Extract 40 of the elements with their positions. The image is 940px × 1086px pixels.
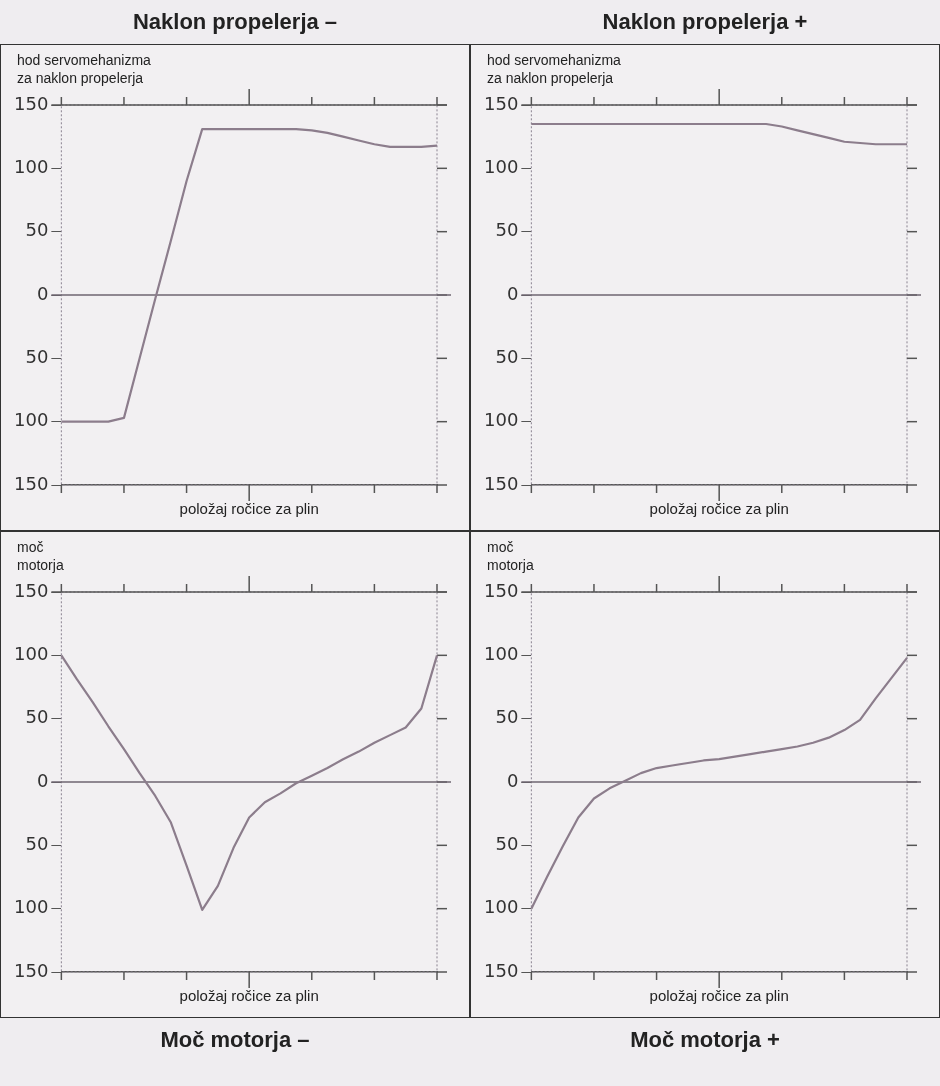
y-tick-label: 150	[484, 959, 519, 981]
y-tick-label: 0	[36, 769, 49, 791]
y-tick-label: 0	[506, 769, 519, 791]
y-tick-label: 100	[14, 896, 49, 918]
x-axis-title: položaj ročice za plin	[179, 500, 319, 518]
y-tick-label: 150	[484, 92, 519, 114]
y-tick-label: 50	[495, 706, 519, 728]
y-tick-label: 0	[506, 282, 519, 304]
y-tick-label: 100	[14, 156, 49, 178]
y-tick-label: 150	[14, 579, 49, 601]
y-tick-label: 150	[484, 579, 519, 601]
y-tick-label: 100	[14, 643, 49, 665]
chart-title: Naklon propelerja –	[131, 8, 339, 36]
y-axis-title: hod servomehanizma za naklon propelerja	[487, 51, 621, 87]
text: Moč motorja –	[159, 1026, 311, 1054]
text: Moč motorja +	[629, 1026, 781, 1054]
y-tick-label: 100	[14, 409, 49, 431]
y-tick-label: 50	[25, 346, 49, 368]
y-tick-label: 50	[495, 833, 519, 855]
x-axis-title: položaj ročice za plin	[179, 987, 319, 1005]
y-tick-label: 100	[484, 409, 519, 431]
y-tick-label: 100	[484, 156, 519, 178]
y-tick-label: 100	[484, 643, 519, 665]
y-tick-label: 50	[495, 219, 519, 241]
x-axis-title: položaj ročice za plin	[649, 987, 789, 1005]
y-axis-title: hod servomehanizma za naklon propelerja	[17, 51, 151, 87]
y-tick-label: 50	[25, 833, 49, 855]
y-tick-label: 150	[14, 92, 49, 114]
y-tick-label: 50	[495, 346, 519, 368]
y-tick-label: 150	[14, 472, 49, 494]
y-tick-label: 150	[484, 472, 519, 494]
y-axis-title: moč motorja	[487, 538, 534, 574]
y-tick-label: 100	[484, 896, 519, 918]
y-tick-label: 150	[14, 959, 49, 981]
chart-title: Naklon propelerja +	[601, 8, 809, 36]
y-tick-label: 50	[25, 706, 49, 728]
y-tick-label: 50	[25, 219, 49, 241]
y-tick-label: 0	[36, 282, 49, 304]
y-axis-title: moč motorja	[17, 538, 64, 574]
x-axis-title: položaj ročice za plin	[649, 500, 789, 518]
